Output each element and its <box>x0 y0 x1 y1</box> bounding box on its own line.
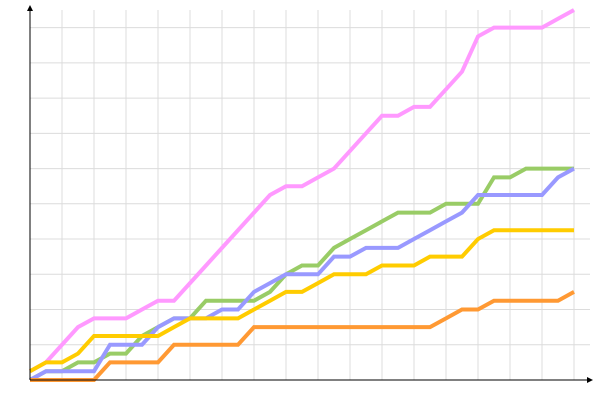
series-line <box>29 166 575 382</box>
series-line <box>29 8 575 373</box>
series-line <box>30 290 575 382</box>
series-line <box>29 228 574 373</box>
plot <box>29 8 575 382</box>
